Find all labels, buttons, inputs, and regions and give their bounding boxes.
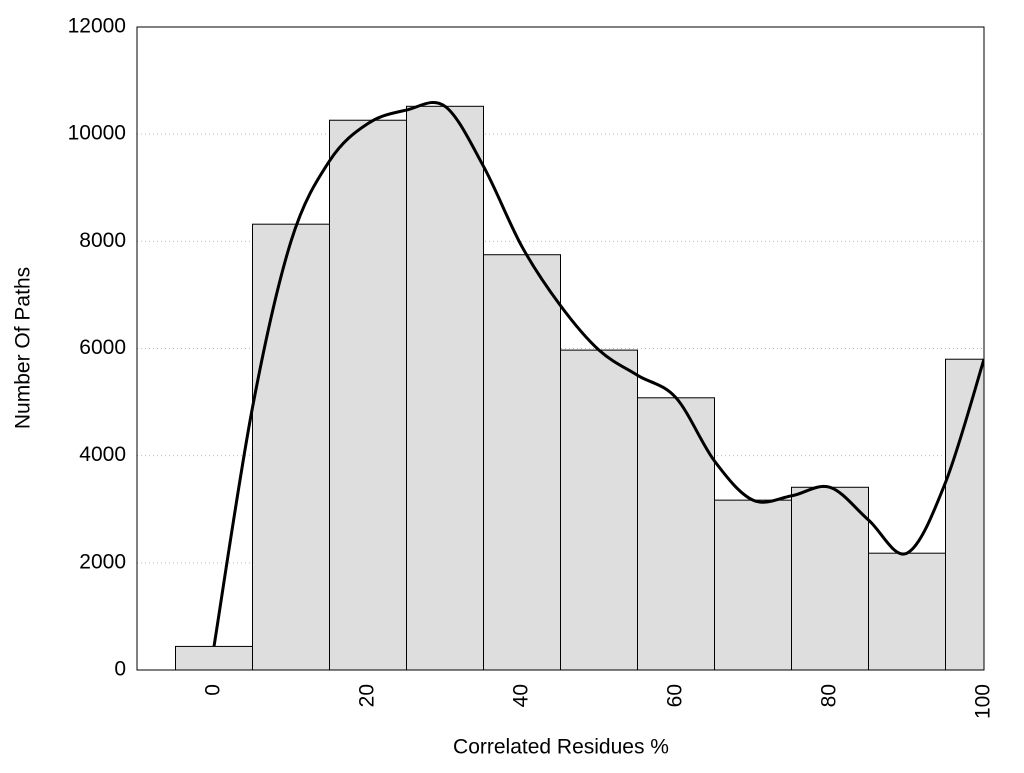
- y-tick-label: 6000: [79, 336, 126, 359]
- x-tick-label: 0: [202, 684, 225, 696]
- density-curve: [212, 101, 984, 647]
- bar: [945, 358, 984, 670]
- bar: [714, 499, 792, 670]
- x-tick-label: 20: [356, 684, 379, 707]
- y-tick-label: 4000: [79, 443, 126, 466]
- plot-area: [175, 101, 984, 670]
- y-axis-label: Number Of Paths: [12, 267, 35, 429]
- y-tick-label: 0: [114, 658, 126, 681]
- bar: [483, 254, 561, 670]
- bar: [791, 486, 869, 670]
- x-tick-label: 40: [510, 684, 533, 707]
- x-axis-label: Correlated Residues %: [453, 736, 669, 759]
- bar: [560, 349, 638, 670]
- y-tick-label: 12000: [68, 15, 126, 38]
- bar: [406, 105, 484, 670]
- y-tick-label: 10000: [68, 122, 126, 145]
- y-tick-label: 8000: [79, 229, 126, 252]
- bar: [868, 552, 946, 670]
- x-tick-label: 80: [818, 684, 841, 707]
- bar: [637, 397, 715, 670]
- bar: [175, 645, 253, 670]
- bar: [252, 223, 330, 670]
- y-tick-label: 2000: [79, 550, 126, 573]
- x-tick-label: 60: [664, 684, 687, 707]
- bar: [329, 119, 407, 670]
- x-tick-label: 100: [972, 684, 995, 719]
- plot-frame: [136, 26, 985, 671]
